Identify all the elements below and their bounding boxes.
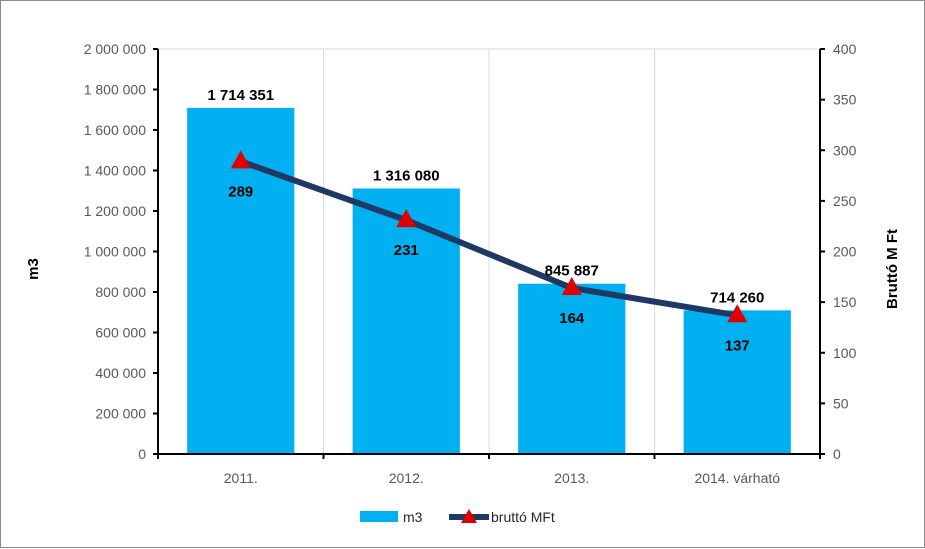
bar	[516, 281, 628, 455]
bar-data-label: 1 714 351	[207, 87, 274, 104]
line-data-label: 137	[725, 337, 750, 354]
y-tick-label: 800 000	[95, 284, 146, 300]
y-tick-label: 400 000	[95, 365, 146, 381]
y2-tick-label: 250	[833, 193, 857, 209]
line-data-label: 164	[559, 310, 585, 327]
x-tick-label: 2011.	[224, 470, 258, 486]
y-tick-label: 1 400 000	[84, 163, 146, 179]
x-tick-label: 2013.	[554, 470, 589, 486]
triangle-marker	[561, 276, 582, 295]
axes: 0 200 000 400 000 600 000 800 000 1 000 000 1 …	[84, 41, 857, 486]
x-tick-label: 2014. várható	[694, 470, 780, 486]
y2-axis-title: Bruttó M Ft	[884, 229, 901, 309]
legend-swatch-m3	[360, 511, 398, 522]
y2-tick-label: 100	[833, 345, 857, 361]
line-data-label: 289	[228, 183, 253, 200]
data-labels: 1 714 351 1 316 080 845 887 714 260 289 231 16…	[207, 87, 764, 354]
y-tick-label: 1 600 000	[84, 122, 146, 138]
bar	[350, 186, 462, 455]
y-tick-label: 600 000	[95, 325, 146, 341]
triangle-marker	[727, 304, 748, 323]
y2-tick-label: 150	[833, 294, 857, 310]
y-tick-label: 1 000 000	[84, 244, 146, 260]
legend: m3 bruttó MFt	[360, 509, 555, 525]
x-tick-label: 2012.	[389, 470, 424, 486]
y2-tick-label: 200	[833, 244, 857, 260]
y2-tick-label: 50	[833, 395, 849, 411]
y-tick-label: 0	[138, 446, 146, 462]
bar	[681, 308, 793, 455]
legend-swatch-marker	[461, 509, 477, 523]
y-tick-label: 2 000 000	[84, 41, 146, 57]
y-tick-label: 1 200 000	[84, 203, 146, 219]
legend-label-brutto: bruttó MFt	[491, 509, 555, 525]
bar-data-label: 845 887	[545, 263, 599, 280]
line-series-brutto	[230, 150, 748, 323]
y2-tick-label: 300	[833, 142, 857, 158]
y2-tick-label: 0	[833, 446, 841, 462]
brutto-line	[237, 158, 741, 319]
y-tick-label: 1 800 000	[84, 82, 146, 98]
line-data-label: 231	[394, 242, 419, 259]
legend-label-m3: m3	[403, 509, 423, 525]
y2-tick-label: 350	[833, 92, 857, 108]
bar-data-label: 1 316 080	[373, 167, 440, 184]
triangle-marker	[396, 209, 417, 228]
y-tick-label: 200 000	[95, 406, 146, 422]
bar-data-label: 714 260	[710, 289, 764, 306]
y-axis-title: m3	[25, 258, 42, 280]
y2-tick-label: 400	[833, 41, 857, 57]
triangle-marker	[230, 150, 251, 169]
